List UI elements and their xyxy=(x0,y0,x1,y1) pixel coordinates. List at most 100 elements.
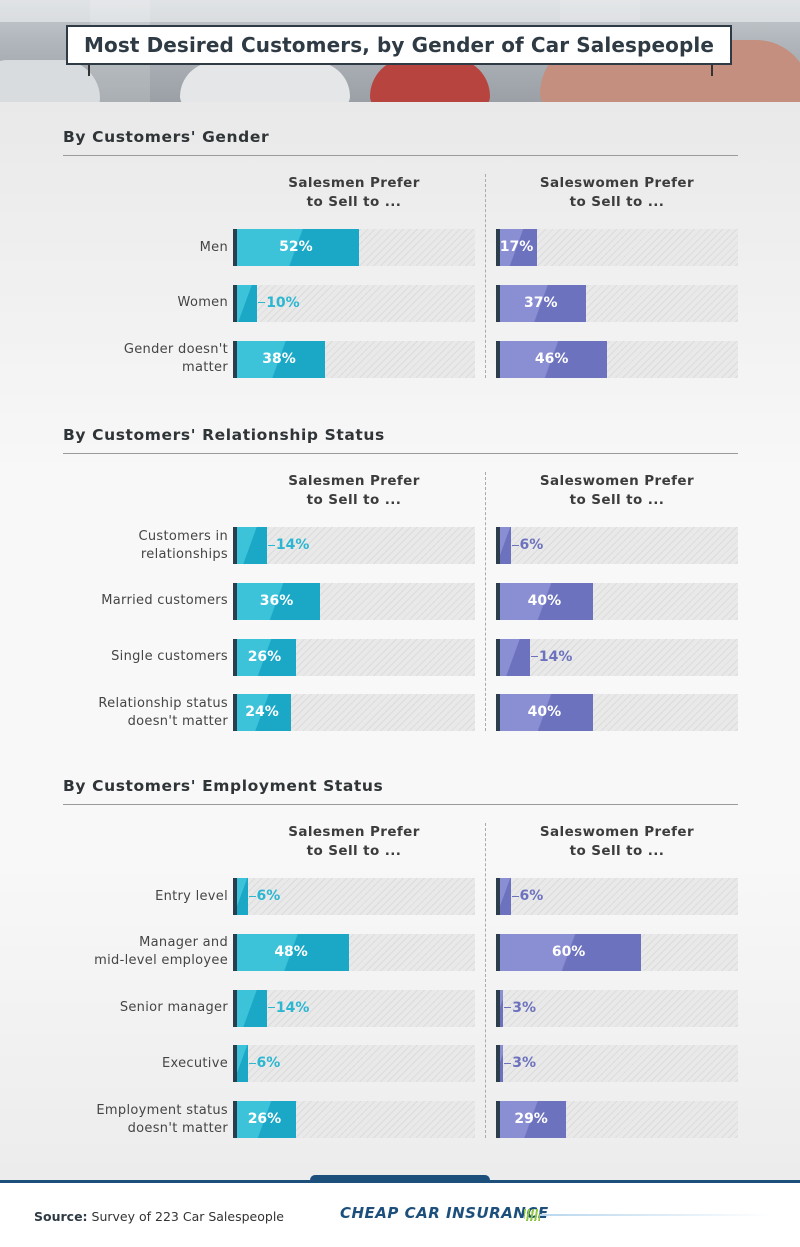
bar-track: 10% xyxy=(233,284,475,322)
section-3-rule xyxy=(63,804,738,805)
bar xyxy=(496,933,642,971)
bar-track: 3% xyxy=(496,1045,738,1083)
bar xyxy=(233,284,258,322)
bar-cap xyxy=(496,933,500,971)
bar-cap xyxy=(496,582,500,620)
data-label: 26% xyxy=(247,1111,282,1127)
data-label: 60% xyxy=(551,943,586,960)
bar-cap xyxy=(496,284,500,322)
leader-tick xyxy=(530,656,538,657)
bar-track: 40% xyxy=(496,694,738,732)
data-label: 38% xyxy=(262,350,296,367)
chart-area: By Customers' Gender Salesmen Prefer to Se… xyxy=(0,102,800,1180)
data-label: 26% xyxy=(247,648,282,665)
data-label: 14% xyxy=(267,990,309,1027)
bar-track: 60% xyxy=(496,933,738,971)
bar-cap xyxy=(233,878,237,915)
bar-track: 37% xyxy=(496,284,738,322)
section-1-column-header-2: Saleswomen Prefer to Sell to ... xyxy=(539,175,695,210)
bar xyxy=(233,229,359,266)
bar-track: 6% xyxy=(496,527,738,564)
bar xyxy=(496,582,593,620)
brand-logo: CHEAP CAR INSURANCE xyxy=(340,1204,549,1222)
data-label: 17% xyxy=(499,239,534,255)
leader-tick xyxy=(504,1062,512,1064)
bar xyxy=(233,1101,296,1138)
bar xyxy=(233,989,267,1027)
bar-cap xyxy=(496,878,500,915)
bar-track: 40% xyxy=(496,582,738,620)
section-3-column-divider xyxy=(485,823,486,1138)
section-3-title: By Customers' Employment Status xyxy=(63,777,384,795)
data-label: 6% xyxy=(248,1045,280,1082)
bar-cap xyxy=(496,989,500,1027)
bar xyxy=(496,1101,567,1138)
bar xyxy=(496,694,593,732)
bar-cap xyxy=(496,1101,500,1138)
section-2-column-divider xyxy=(485,472,486,732)
bar-cap xyxy=(496,527,500,564)
bar xyxy=(496,284,586,322)
section-2-column-header-1: Salesmen Prefer to Sell to ... xyxy=(288,473,420,508)
bar-track: 46% xyxy=(496,340,738,378)
bar-cap xyxy=(233,284,237,322)
data-label: 46% xyxy=(534,350,569,367)
section-3-column-header-1: Salesmen Prefer to Sell to ... xyxy=(288,824,420,859)
bar-cap xyxy=(233,1101,237,1138)
leader-tick xyxy=(511,895,519,897)
bar xyxy=(496,340,608,378)
leader-tick xyxy=(504,1007,512,1008)
bar-track: 36% xyxy=(233,582,475,620)
data-label: 14% xyxy=(267,527,309,564)
leader-tick xyxy=(248,895,256,897)
section-3-column-header-2: Saleswomen Prefer to Sell to ... xyxy=(539,824,695,859)
logo-underline xyxy=(540,1214,772,1216)
leader-tick xyxy=(267,544,275,546)
bar-track: 38% xyxy=(233,340,475,378)
bar-track: 14% xyxy=(496,638,738,676)
bar-track: 29% xyxy=(496,1101,738,1138)
section-2-column-header-2: Saleswomen Prefer to Sell to ... xyxy=(539,473,695,508)
bar xyxy=(233,638,296,676)
category-label: Relationship status doesn't matter xyxy=(98,695,228,729)
bar xyxy=(233,340,325,378)
bar xyxy=(233,933,350,971)
data-label: 40% xyxy=(527,704,562,721)
leader-tick xyxy=(511,544,519,546)
source-text: Survey of 223 Car Salespeople xyxy=(91,1209,284,1224)
data-label: 48% xyxy=(274,943,308,960)
category-label: Married customers xyxy=(101,593,228,609)
bar-cap xyxy=(233,933,237,971)
bar-track: 17% xyxy=(496,229,738,266)
page-title: Most Desired Customers, by Gender of Car… xyxy=(66,25,732,65)
data-label: 36% xyxy=(259,592,294,609)
source-label: Source: xyxy=(34,1209,88,1224)
bar xyxy=(233,527,267,564)
bar-track: 48% xyxy=(233,933,475,971)
section-2-title: By Customers' Relationship Status xyxy=(63,426,385,444)
bar-track: 26% xyxy=(233,638,475,676)
bar xyxy=(496,638,530,676)
bar-track: 6% xyxy=(233,1045,475,1083)
bar-cap xyxy=(233,638,237,676)
data-label: 52% xyxy=(279,239,313,255)
bar xyxy=(233,694,292,732)
data-label: 6% xyxy=(511,527,543,564)
bar xyxy=(496,229,538,266)
category-label: Men xyxy=(199,239,228,255)
data-label: 24% xyxy=(245,704,279,721)
logo-stripes-icon xyxy=(524,1209,540,1221)
bar-cap xyxy=(496,340,500,378)
data-label: 3% xyxy=(504,1045,536,1082)
data-label: 29% xyxy=(514,1111,548,1127)
category-label: Customers in relationships xyxy=(138,528,228,562)
data-label: 3% xyxy=(504,990,536,1027)
bar-cap xyxy=(496,1045,500,1083)
bar-cap xyxy=(233,340,237,378)
data-label: 6% xyxy=(511,878,543,915)
data-label: 10% xyxy=(258,285,300,322)
bar-cap xyxy=(233,229,237,266)
bar-track: 14% xyxy=(233,527,475,564)
header-banner: Most Desired Customers, by Gender of Car… xyxy=(0,0,800,102)
bar-track: 24% xyxy=(233,694,475,732)
